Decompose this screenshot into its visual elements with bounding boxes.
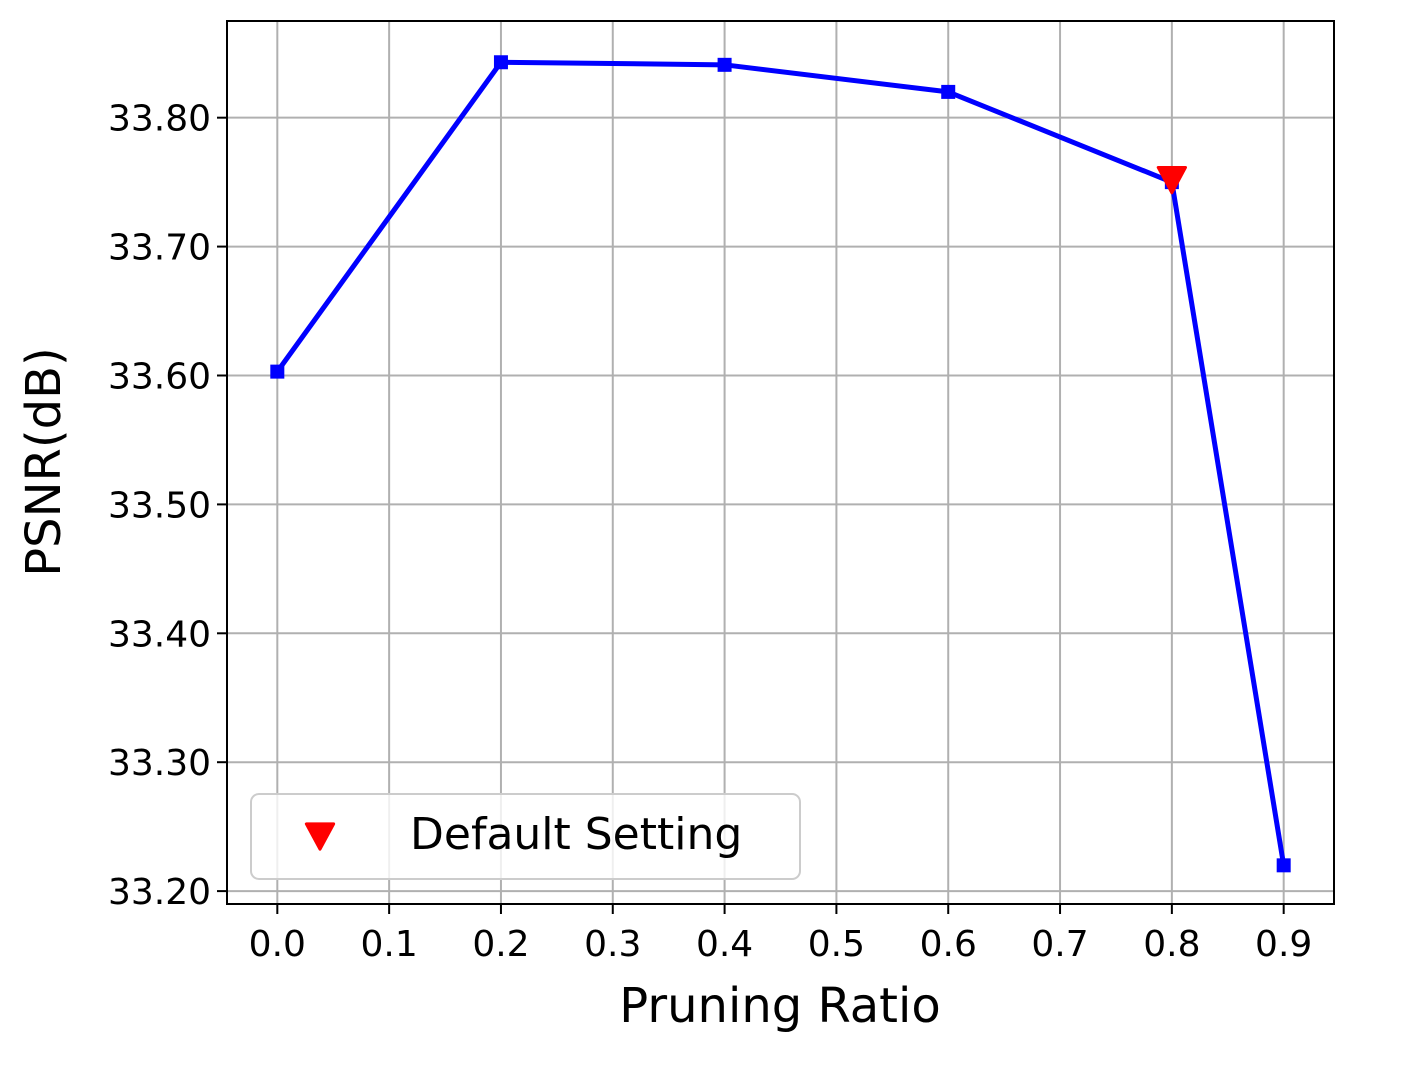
data-point-marker <box>941 84 956 99</box>
x-tick-label: 0.3 <box>584 924 641 965</box>
legend-box <box>250 793 801 880</box>
x-axis-title: Pruning Ratio <box>619 978 940 1034</box>
x-tick-label: 0.0 <box>249 924 306 965</box>
y-tick-label: 33.70 <box>108 228 211 269</box>
legend-marker-default-setting <box>304 822 336 851</box>
data-point-marker <box>717 57 732 72</box>
y-tick-label: 33.80 <box>108 99 211 140</box>
y-tick-label: 33.50 <box>108 485 211 526</box>
x-tick-label: 0.8 <box>1143 924 1200 965</box>
psnr-line <box>275 59 1287 866</box>
data-point-marker <box>270 364 285 379</box>
x-tick-label: 0.7 <box>1031 924 1088 965</box>
plot-background <box>227 21 1334 904</box>
y-axis-title: PSNR(dB) <box>16 347 72 577</box>
tick-layer: 0.0 0.1 0.2 0.3 0.4 0.5 0.6 0.7 0.8 0.9 33.20 33.30… <box>108 99 1312 965</box>
series-layer <box>270 55 1291 873</box>
x-tick-label: 0.4 <box>696 924 753 965</box>
y-tick-label: 33.60 <box>108 356 211 397</box>
y-tick-label: 33.30 <box>108 743 211 784</box>
grid-lines <box>227 21 1334 904</box>
legend: Default Setting <box>250 793 801 880</box>
data-point-marker <box>493 55 508 70</box>
legend-label-default-setting: Default Setting <box>410 809 742 860</box>
x-tick-label: 0.2 <box>472 924 529 965</box>
plot-frame <box>226 20 1335 905</box>
x-tick-label: 0.5 <box>808 924 865 965</box>
x-tick-label: 0.9 <box>1255 924 1312 965</box>
y-tick-label: 33.20 <box>108 872 211 913</box>
legend-marker <box>304 822 336 851</box>
y-tick-label: 33.40 <box>108 614 211 655</box>
data-point-marker <box>1276 858 1291 873</box>
default-setting-marker <box>1156 165 1188 195</box>
x-tick-label: 0.6 <box>920 924 977 965</box>
x-tick-label: 0.1 <box>361 924 418 965</box>
